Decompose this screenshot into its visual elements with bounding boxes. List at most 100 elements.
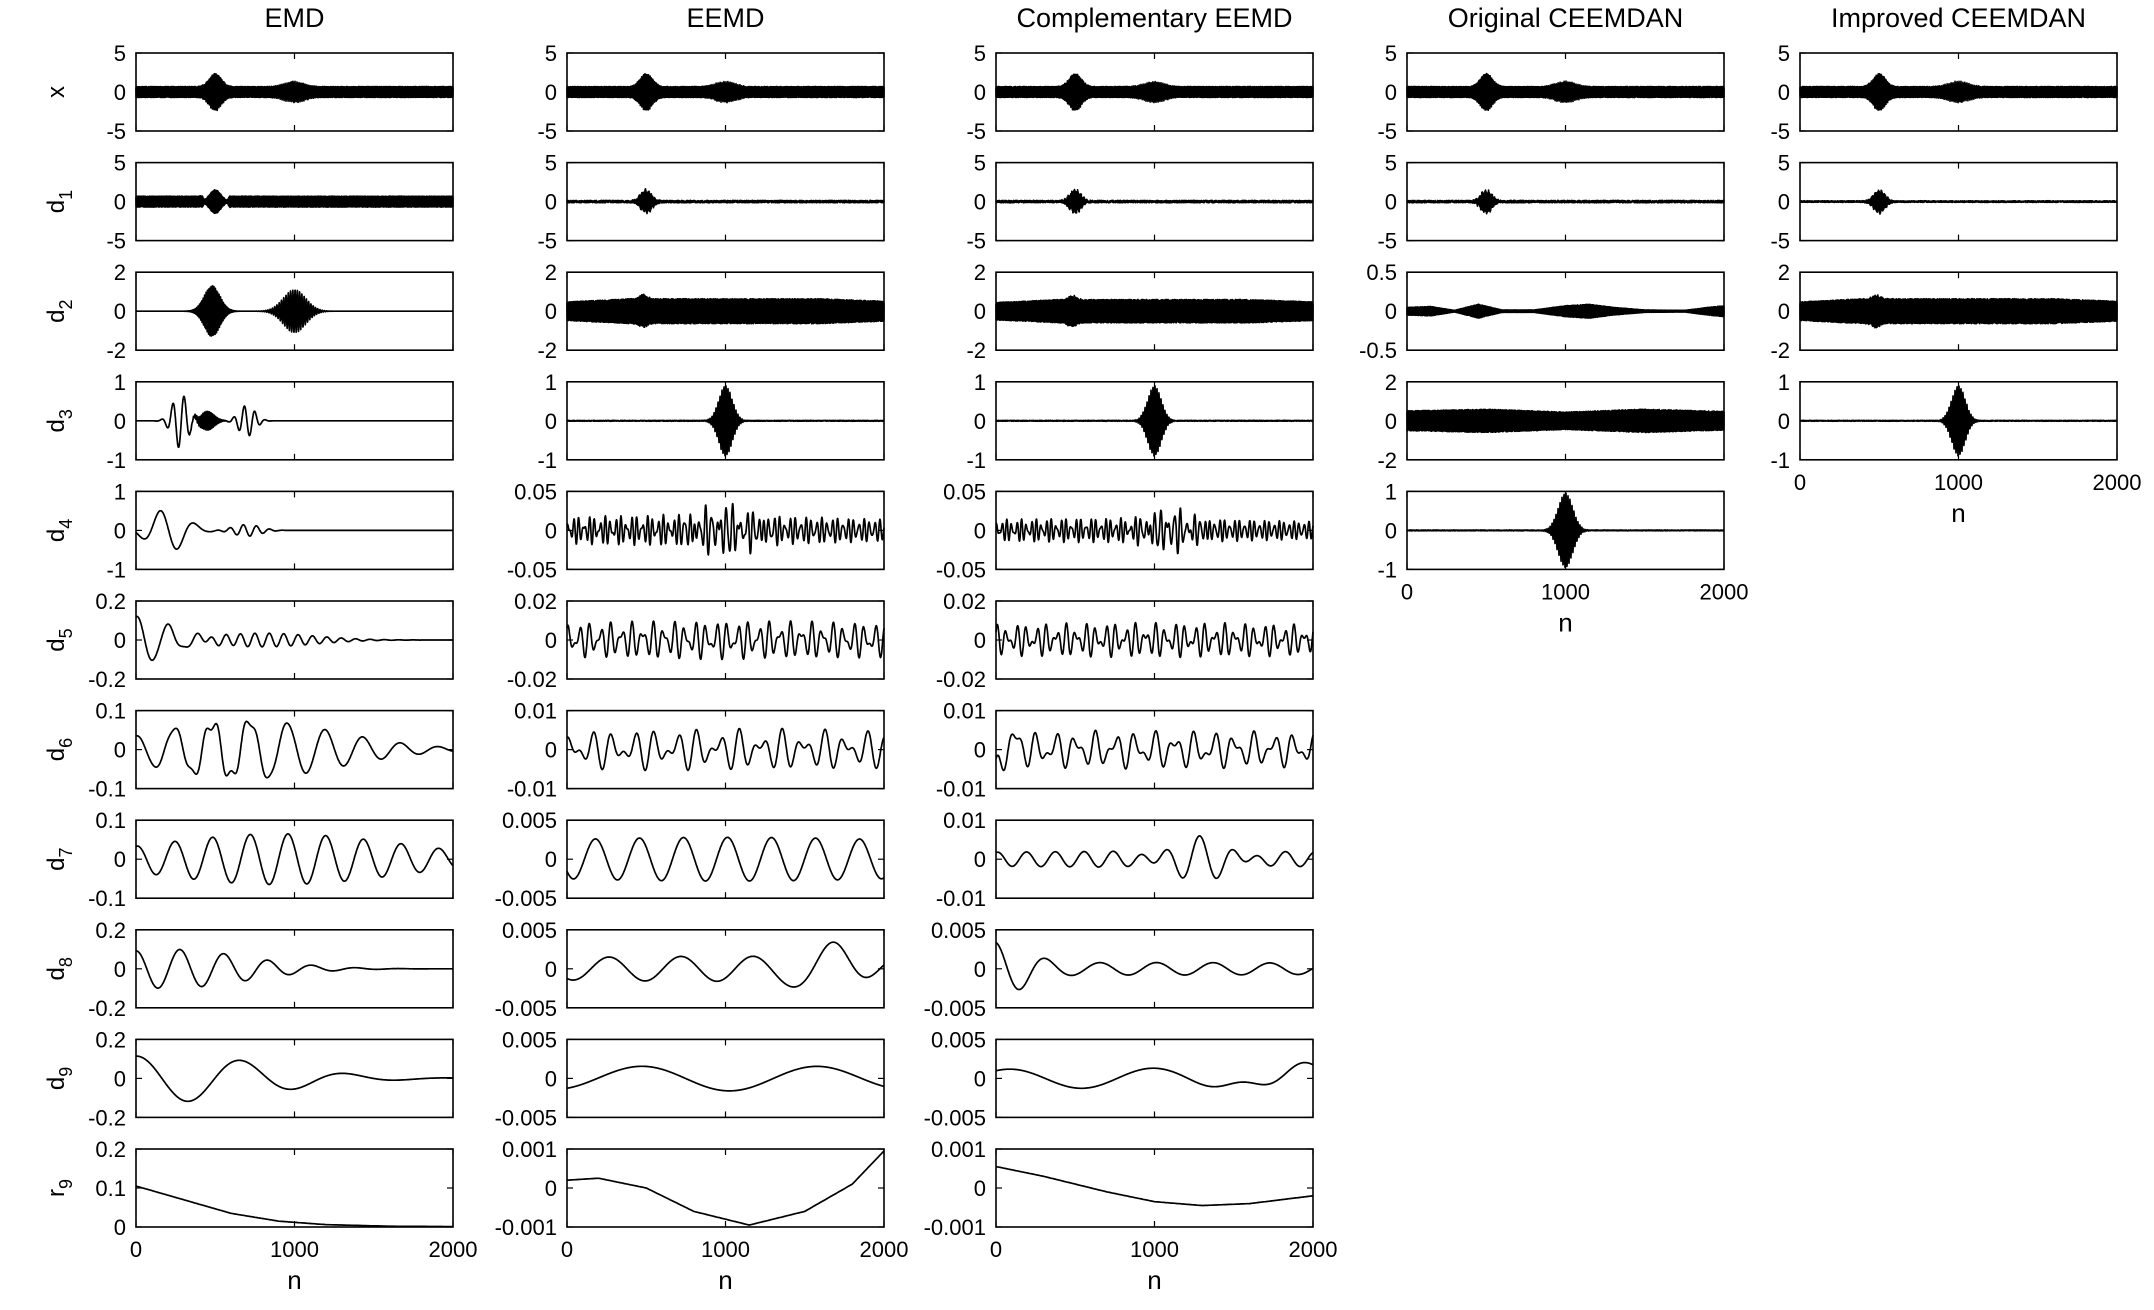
x-axis-label: n [718, 1265, 732, 1295]
y-tick-label: -2 [966, 338, 986, 363]
signal-line [135, 948, 454, 989]
y-tick-label: -0.2 [88, 1105, 126, 1130]
signal-line [1406, 189, 1725, 215]
y-tick-label: -1 [106, 557, 126, 582]
y-tick-label: -2 [1377, 448, 1397, 473]
column-title: EEMD [686, 3, 764, 33]
panel: 0.5 0 -0.5 [1359, 260, 1725, 363]
y-tick-label: -5 [106, 229, 126, 254]
y-tick-label: -5 [1377, 229, 1397, 254]
y-tick-label: -0.005 [924, 996, 986, 1021]
x-tick-label: 0 [1794, 470, 1806, 495]
y-tick-label: 0 [974, 1066, 986, 1091]
panel: 0.05 0 -0.05 [507, 479, 885, 582]
y-tick-label: 0.01 [943, 808, 986, 833]
y-tick-label: 5 [974, 151, 986, 176]
panel: 5 0 -5 [537, 151, 885, 254]
signal-line [995, 385, 1314, 457]
y-tick-label: 5 [545, 151, 557, 176]
column-title: Complementary EEMD [1016, 3, 1292, 33]
panel: 5 0 -5 x [43, 41, 454, 144]
y-tick-label: -0.02 [507, 667, 557, 692]
y-tick-label: 0 [974, 957, 986, 982]
y-tick-label: 0 [545, 957, 557, 982]
y-tick-label: -0.2 [88, 996, 126, 1021]
y-tick-label: -1 [966, 448, 986, 473]
y-tick-label: 0 [545, 847, 557, 872]
y-axis-label: d9 [43, 1067, 76, 1090]
y-tick-label: 0.05 [514, 479, 557, 504]
y-tick-label: -0.005 [495, 1105, 557, 1130]
signal-line [995, 507, 1314, 555]
panel: 1 0 -1 [966, 370, 1314, 473]
y-tick-label: 5 [114, 151, 126, 176]
y-tick-label: 0 [545, 1066, 557, 1091]
y-tick-label: 5 [974, 41, 986, 66]
y-tick-label: 0 [974, 518, 986, 543]
x-tick-label: 0 [561, 1237, 573, 1262]
signal-line [135, 72, 454, 112]
panel: 2 0 -2 [966, 260, 1314, 363]
signal-line [566, 502, 885, 556]
y-tick-label: 0.05 [943, 479, 986, 504]
panel: 5 0 -5 [1770, 151, 2118, 254]
column-2: EEMD 5 0 -5 5 0 -5 2 0 -2 1 0 -1 0.05 0 -0.05 0.02 0 -0.02… [495, 3, 909, 1295]
y-tick-label: -0.01 [936, 886, 986, 911]
y-tick-label: 0 [974, 628, 986, 653]
y-axis-label: d8 [43, 957, 76, 980]
signal-line [1799, 294, 2118, 329]
signal-line [995, 835, 1314, 880]
y-tick-label: 0.001 [502, 1137, 557, 1162]
panel: 0.1 0 -0.1 d6 [43, 699, 454, 802]
y-tick-label: -1 [1770, 448, 1790, 473]
panel: 0.005 0 -0.005 [924, 1027, 1314, 1130]
y-tick-label: 2 [545, 260, 557, 285]
panel: 0.01 0 -0.01 [507, 699, 885, 802]
y-tick-label: 0.005 [931, 918, 986, 943]
y-tick-label: 0 [114, 1215, 126, 1240]
panel: 0.2 0 -0.2 d8 [43, 918, 454, 1021]
x-tick-label: 1000 [1934, 470, 1983, 495]
y-tick-label: 2 [1385, 370, 1397, 395]
y-tick-label: 0 [1385, 299, 1397, 324]
panel: 5 0 -5 [1377, 41, 1725, 144]
signal-line [566, 385, 885, 457]
y-tick-label: 0.005 [502, 1027, 557, 1052]
y-axis-label: d3 [43, 409, 76, 432]
y-tick-label: 0 [974, 738, 986, 763]
y-tick-label: 0 [545, 518, 557, 543]
y-tick-label: 5 [1385, 41, 1397, 66]
y-tick-label: 0.1 [95, 699, 126, 724]
y-tick-label: -0.001 [924, 1215, 986, 1240]
y-tick-label: 5 [545, 41, 557, 66]
y-tick-label: -1 [106, 448, 126, 473]
y-axis-label: d4 [43, 519, 76, 542]
y-tick-label: 0.5 [1366, 260, 1397, 285]
y-axis-label: d5 [43, 628, 76, 651]
y-tick-label: -0.5 [1359, 338, 1397, 363]
x-tick-label: 0 [130, 1237, 142, 1262]
x-tick-label: 1000 [1541, 579, 1590, 604]
y-tick-label: -5 [537, 119, 557, 144]
y-tick-label: 0.005 [502, 808, 557, 833]
y-tick-label: 0 [1385, 190, 1397, 215]
panel-frame [566, 1038, 885, 1119]
panel: 0.02 0 -0.02 [507, 589, 885, 692]
signal-line [995, 294, 1314, 328]
y-tick-label: -5 [1377, 119, 1397, 144]
column-title: Original CEEMDAN [1448, 3, 1684, 33]
panel: 2 0 -2 d2 [43, 260, 454, 363]
signal-line [135, 720, 454, 779]
y-axis-label: d1 [43, 190, 76, 213]
signal-line [566, 1065, 885, 1092]
y-tick-label: 1 [1778, 370, 1790, 395]
y-axis-label: x [43, 86, 70, 98]
y-tick-label: 0.2 [95, 918, 126, 943]
y-tick-label: 1 [114, 479, 126, 504]
y-tick-label: -2 [537, 338, 557, 363]
y-tick-label: -0.005 [495, 996, 557, 1021]
y-tick-label: -0.005 [495, 886, 557, 911]
